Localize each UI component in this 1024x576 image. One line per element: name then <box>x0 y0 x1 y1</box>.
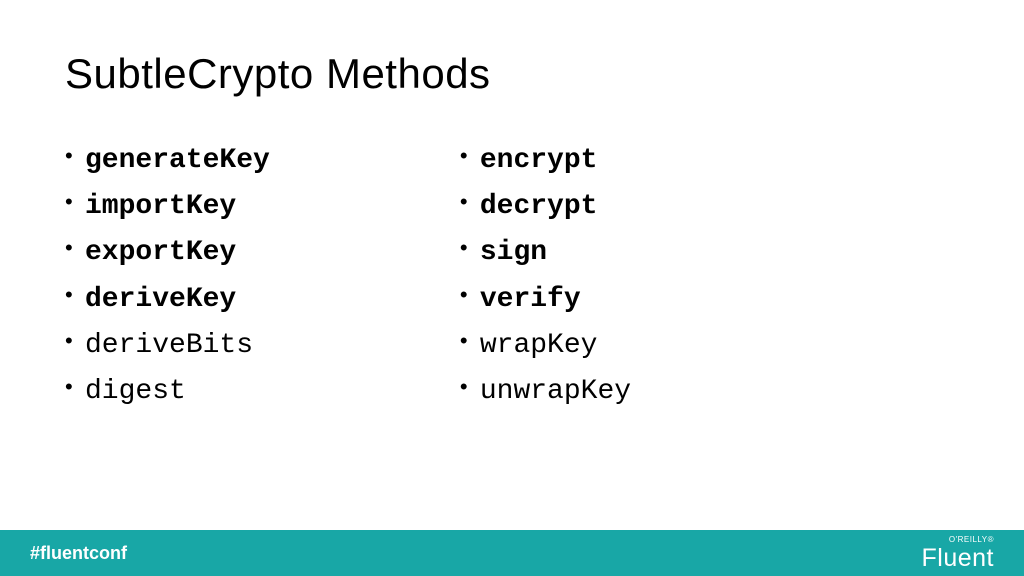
list-item: exportKey <box>65 230 270 276</box>
right-list: encrypt decrypt sign verify wrapKey unwr… <box>460 138 631 415</box>
list-item: decrypt <box>460 184 631 230</box>
list-item: verify <box>460 277 631 323</box>
list-item: importKey <box>65 184 270 230</box>
hashtag-text: #fluentconf <box>30 543 127 564</box>
list-item: encrypt <box>460 138 631 184</box>
logo-name: Fluent <box>922 546 994 571</box>
right-column: encrypt decrypt sign verify wrapKey unwr… <box>460 138 631 415</box>
slide-title: SubtleCrypto Methods <box>65 50 959 98</box>
left-list: generateKey importKey exportKey deriveKe… <box>65 138 270 415</box>
logo-publisher: O'REILLY® <box>949 536 994 544</box>
list-item: unwrapKey <box>460 369 631 415</box>
list-item: sign <box>460 230 631 276</box>
footer-bar: #fluentconf O'REILLY® Fluent <box>0 530 1024 576</box>
list-item: deriveKey <box>65 277 270 323</box>
slide: SubtleCrypto Methods generateKey importK… <box>0 0 1024 576</box>
conference-logo: O'REILLY® Fluent <box>922 536 994 571</box>
list-item: deriveBits <box>65 323 270 369</box>
columns-container: generateKey importKey exportKey deriveKe… <box>65 138 959 415</box>
list-item: generateKey <box>65 138 270 184</box>
list-item: digest <box>65 369 270 415</box>
left-column: generateKey importKey exportKey deriveKe… <box>65 138 270 415</box>
list-item: wrapKey <box>460 323 631 369</box>
